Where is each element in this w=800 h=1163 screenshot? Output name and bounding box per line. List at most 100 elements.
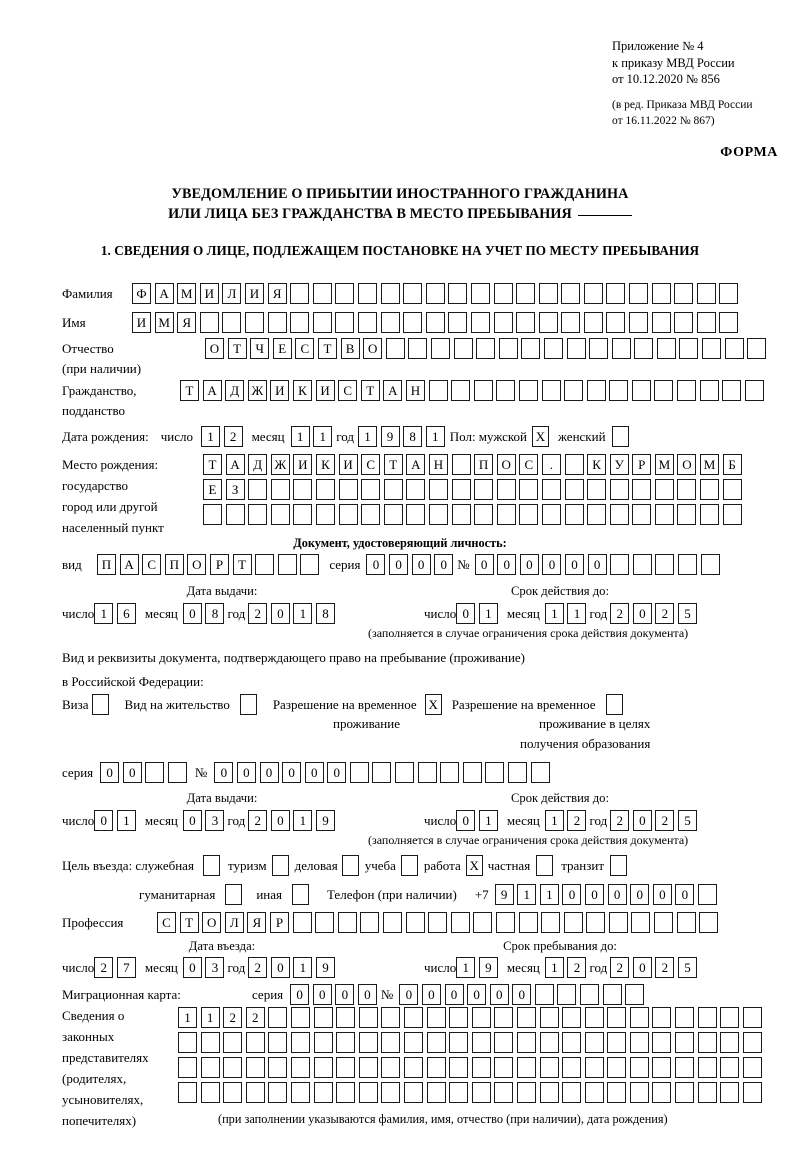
form-cell[interactable]	[426, 1057, 446, 1078]
form-cell[interactable]	[538, 283, 558, 304]
form-cell[interactable]	[494, 1007, 514, 1028]
form-cell[interactable]	[222, 312, 242, 333]
form-cell[interactable]	[516, 1082, 536, 1103]
form-cell[interactable]	[178, 1082, 197, 1103]
form-cell[interactable]: 8	[205, 603, 225, 624]
form-cell[interactable]	[584, 1007, 604, 1028]
form-cell[interactable]	[426, 1007, 446, 1028]
form-cell[interactable]: 1	[293, 810, 313, 831]
form-cell[interactable]: 0	[632, 603, 652, 624]
form-cell[interactable]	[268, 1082, 288, 1103]
form-cell[interactable]	[358, 1082, 378, 1103]
form-cell[interactable]: 0	[421, 984, 441, 1005]
form-cell[interactable]	[471, 1082, 491, 1103]
form-cell[interactable]: Н	[428, 454, 448, 475]
form-cell[interactable]	[609, 479, 629, 500]
form-cell[interactable]	[450, 912, 470, 933]
form-cell[interactable]	[609, 380, 629, 401]
form-cell[interactable]	[381, 1032, 401, 1053]
form-cell[interactable]	[651, 312, 671, 333]
form-cell[interactable]	[584, 1032, 604, 1053]
form-cell[interactable]	[629, 1007, 649, 1028]
form-cell[interactable]	[403, 1082, 423, 1103]
form-cell[interactable]	[698, 884, 717, 905]
form-cell[interactable]: В	[340, 338, 360, 359]
form-cell[interactable]	[697, 1082, 717, 1103]
form-cell[interactable]	[654, 912, 674, 933]
form-cell[interactable]	[678, 554, 698, 575]
form-cell[interactable]	[654, 380, 674, 401]
form-cell[interactable]	[358, 1057, 378, 1078]
form-cell[interactable]: 1	[293, 603, 313, 624]
form-cell[interactable]	[315, 912, 335, 933]
form-cell[interactable]: 2	[567, 957, 587, 978]
form-cell[interactable]: Т	[203, 454, 222, 475]
form-cell[interactable]: 1	[116, 810, 136, 831]
form-cell[interactable]	[494, 1082, 514, 1103]
form-cell[interactable]: 2	[610, 603, 630, 624]
form-cell[interactable]	[675, 1032, 695, 1053]
form-cell[interactable]: Т	[227, 338, 247, 359]
form-cell[interactable]	[629, 1032, 649, 1053]
form-cell[interactable]	[405, 912, 425, 933]
form-cell[interactable]	[675, 1007, 695, 1028]
form-cell[interactable]: 0	[122, 762, 142, 783]
form-cell[interactable]	[494, 1032, 514, 1053]
form-cell[interactable]	[361, 479, 381, 500]
form-cell[interactable]	[584, 1057, 604, 1078]
form-cell[interactable]	[607, 1082, 627, 1103]
form-cell[interactable]	[519, 504, 539, 525]
form-cell[interactable]	[722, 479, 742, 500]
form-cell[interactable]	[607, 1007, 627, 1028]
form-cell[interactable]	[357, 283, 377, 304]
form-cell[interactable]	[679, 338, 699, 359]
form-cell[interactable]: 2	[655, 810, 675, 831]
form-cell[interactable]: 0	[562, 884, 582, 905]
form-cell[interactable]: 1	[456, 957, 476, 978]
form-cell[interactable]	[543, 338, 563, 359]
form-cell[interactable]	[403, 1057, 423, 1078]
edu-residence-checkbox[interactable]	[605, 694, 623, 715]
form-cell[interactable]	[167, 762, 187, 783]
form-cell[interactable]	[742, 1082, 762, 1103]
form-cell[interactable]	[313, 1057, 333, 1078]
form-cell[interactable]: Т	[179, 912, 199, 933]
form-cell[interactable]: 8	[316, 603, 336, 624]
form-cell[interactable]: 1	[94, 603, 114, 624]
form-cell[interactable]	[474, 504, 494, 525]
form-cell[interactable]: Ж	[270, 454, 290, 475]
form-cell[interactable]	[178, 1057, 197, 1078]
form-cell[interactable]: Н	[405, 380, 425, 401]
form-cell[interactable]: Е	[203, 479, 222, 500]
form-cell[interactable]	[607, 1057, 627, 1078]
form-cell[interactable]: И	[132, 312, 151, 333]
form-cell[interactable]: 0	[389, 554, 409, 575]
form-cell[interactable]	[245, 1082, 265, 1103]
birthplace-row-3-cells[interactable]	[203, 504, 742, 525]
form-cell[interactable]: Я	[247, 912, 267, 933]
form-cell[interactable]	[451, 504, 471, 525]
form-cell[interactable]	[290, 1057, 310, 1078]
form-cell[interactable]: 1	[200, 426, 220, 447]
form-cell[interactable]	[428, 912, 448, 933]
form-cell[interactable]: С	[519, 454, 539, 475]
form-cell[interactable]: Я	[267, 283, 287, 304]
form-cell[interactable]	[451, 479, 471, 500]
form-cell[interactable]	[696, 283, 716, 304]
form-cell[interactable]	[496, 380, 516, 401]
form-cell[interactable]: О	[202, 912, 222, 933]
form-cell[interactable]: 0	[585, 884, 605, 905]
form-cell[interactable]	[248, 504, 268, 525]
form-cell[interactable]	[496, 504, 516, 525]
form-cell[interactable]: 2	[610, 957, 630, 978]
form-cell[interactable]: 5	[678, 603, 698, 624]
